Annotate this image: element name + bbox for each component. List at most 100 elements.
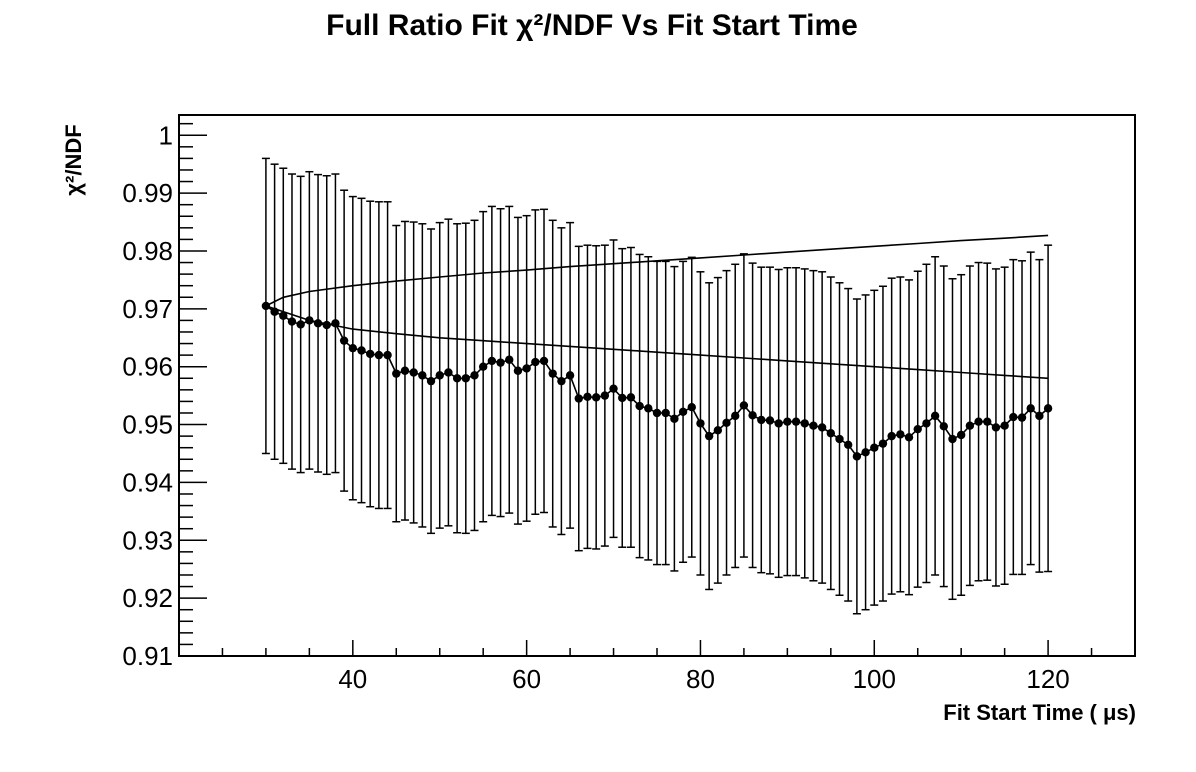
x-tick-label: 120 — [1026, 664, 1069, 694]
data-point — [991, 423, 1001, 432]
data-point — [435, 371, 444, 380]
upper-band-curve — [265, 234, 1049, 307]
data-point — [983, 417, 992, 426]
data-point — [644, 404, 653, 413]
data-point — [765, 416, 775, 425]
data-point — [887, 431, 896, 441]
data-point — [409, 368, 418, 377]
data-point — [548, 369, 557, 378]
data-point — [913, 424, 922, 434]
data-point — [817, 423, 827, 432]
x-axis-label: Fit Start Time ( μs) — [943, 700, 1136, 725]
data-point — [922, 419, 931, 428]
data-point — [383, 350, 392, 360]
data-point — [1009, 412, 1018, 422]
data-point — [1035, 411, 1044, 421]
data-point — [505, 355, 514, 364]
data-point — [305, 316, 314, 325]
data-point — [852, 452, 862, 461]
data-point — [618, 393, 627, 403]
data-point — [591, 393, 601, 402]
data-point — [392, 369, 401, 378]
data-point — [366, 349, 375, 359]
data-point — [313, 319, 323, 328]
data-point — [696, 419, 705, 428]
y-axis-label: χ²/NDF — [61, 124, 86, 195]
x-tick-label: 80 — [686, 664, 715, 694]
data-point — [948, 434, 957, 444]
y-tick-label: 0.94 — [122, 467, 173, 497]
data-point — [609, 384, 618, 393]
data-point — [713, 426, 723, 435]
data-point — [878, 439, 888, 448]
data-point — [426, 376, 436, 386]
data-point — [539, 356, 549, 366]
data-point — [452, 374, 462, 383]
data-point — [670, 414, 679, 423]
y-tick-label: 0.96 — [122, 352, 173, 382]
data-point — [1026, 404, 1035, 413]
x-tick-label: 100 — [853, 664, 896, 694]
data-point — [470, 371, 479, 380]
data-point — [939, 422, 948, 431]
data-point — [896, 430, 905, 439]
data-point — [270, 307, 279, 316]
data-point — [731, 411, 740, 421]
data-point — [904, 433, 914, 442]
y-tick-label: 0.91 — [122, 641, 173, 671]
data-point — [496, 358, 505, 367]
y-tick-label: 0.93 — [122, 525, 173, 555]
data-point — [418, 371, 427, 380]
data-point — [835, 434, 844, 444]
data-point — [261, 301, 271, 311]
data-point — [331, 319, 340, 328]
data-point — [531, 357, 540, 367]
data-point — [287, 317, 297, 326]
data-point — [826, 429, 836, 438]
data-point — [513, 366, 523, 375]
data-point — [861, 448, 870, 457]
data-point — [800, 419, 809, 428]
data-point — [574, 394, 583, 403]
data-point — [400, 366, 410, 375]
data-point — [444, 368, 453, 377]
y-tick-label: 0.99 — [122, 178, 173, 208]
data-point — [461, 374, 470, 383]
data-point — [687, 402, 696, 412]
data-point — [757, 415, 766, 425]
data-point — [339, 336, 349, 345]
data-point — [652, 408, 662, 418]
data-point — [791, 417, 801, 426]
data-point — [930, 411, 940, 421]
chart-title: Full Ratio Fit χ²/NDF Vs Fit Start Time — [326, 9, 858, 42]
data-point — [704, 431, 714, 441]
data-point — [626, 393, 636, 402]
data-point — [522, 364, 531, 373]
data-point — [965, 421, 975, 430]
data-point — [722, 418, 731, 428]
data-point — [974, 417, 983, 426]
y-tick-label: 0.92 — [122, 583, 173, 613]
y-tick-label: 0.97 — [122, 294, 173, 324]
data-point — [739, 401, 749, 410]
data-point — [1017, 413, 1027, 422]
data-point — [322, 320, 331, 330]
data-point — [844, 440, 853, 450]
data-point — [478, 362, 488, 371]
data-point — [374, 350, 384, 360]
data-point — [600, 391, 610, 400]
data-point — [1000, 421, 1009, 430]
data-point — [956, 430, 966, 440]
data-point — [1043, 404, 1053, 413]
x-tick-label: 60 — [512, 664, 541, 694]
data-point — [565, 371, 575, 380]
data-point — [661, 408, 670, 418]
data-point — [748, 411, 757, 420]
y-tick-label: 0.98 — [122, 236, 173, 266]
data-point — [348, 343, 358, 353]
data-point — [583, 392, 592, 401]
data-point — [487, 356, 497, 366]
y-tick-label: 0.95 — [122, 410, 173, 440]
axes: 0.91 0.92 0.93 0.94 0.95 0.96 0.97 0.98 0.99 1 40 6… — [122, 120, 1093, 694]
